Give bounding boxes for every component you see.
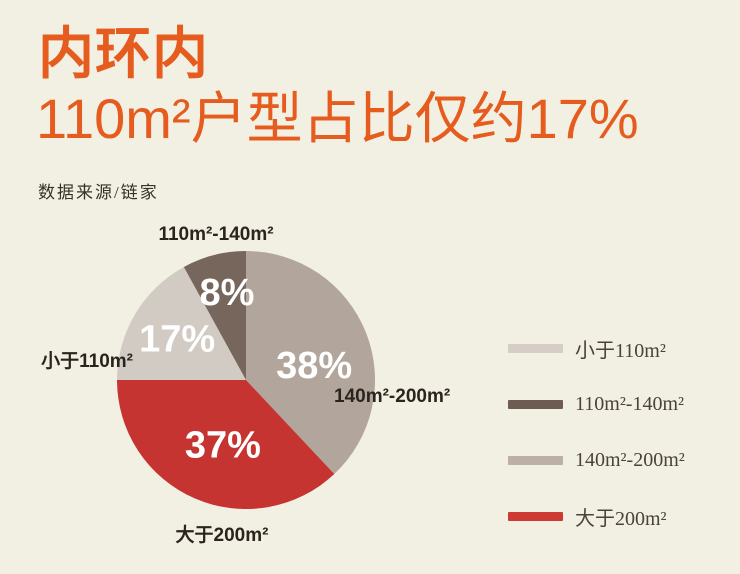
data-source-label: 数据来源/链家 [38,183,159,202]
legend-item: 小于110m² [508,320,685,376]
slice-callout-over-200: 大于200m² [175,525,269,546]
slice-percent-label: 17% [139,318,215,360]
legend: 小于110m² 110m²-140m² 140m²-200m² 大于200m² [508,320,685,544]
pie-slice-3 [117,266,246,380]
legend-label: 大于200m² [575,507,667,530]
legend-swatch [508,455,563,465]
slice-callout-140-200: 140m²-200m² [334,386,451,407]
slice-callout-110-140: 110m²-140m² [158,224,274,245]
pie-slice-2 [117,380,335,509]
legend-label: 140m²-200m² [575,448,685,471]
slice-percent-label: 37% [185,425,261,467]
legend-label: 小于110m² [575,339,666,362]
legend-item: 140m²-200m² [508,432,685,488]
pie-slice-1 [246,251,375,475]
slice-percent-label: 8% [199,272,254,314]
legend-swatch [508,511,563,521]
legend-item: 110m²-140m² [508,376,685,432]
slice-percent-label: 38% [276,345,352,387]
pie-slice-4 [183,251,246,380]
page-title: 内环内 [38,22,209,85]
page-subtitle: 110m²户型占比仅约17% [36,87,639,150]
slice-callout-under-110: 小于110m² [41,351,133,372]
legend-swatch [508,343,563,353]
pie-chart: 38% 37% 17%8% [117,251,375,509]
legend-item: 大于200m² [508,488,685,544]
legend-swatch [508,399,563,409]
legend-label: 110m²-140m² [575,392,685,415]
